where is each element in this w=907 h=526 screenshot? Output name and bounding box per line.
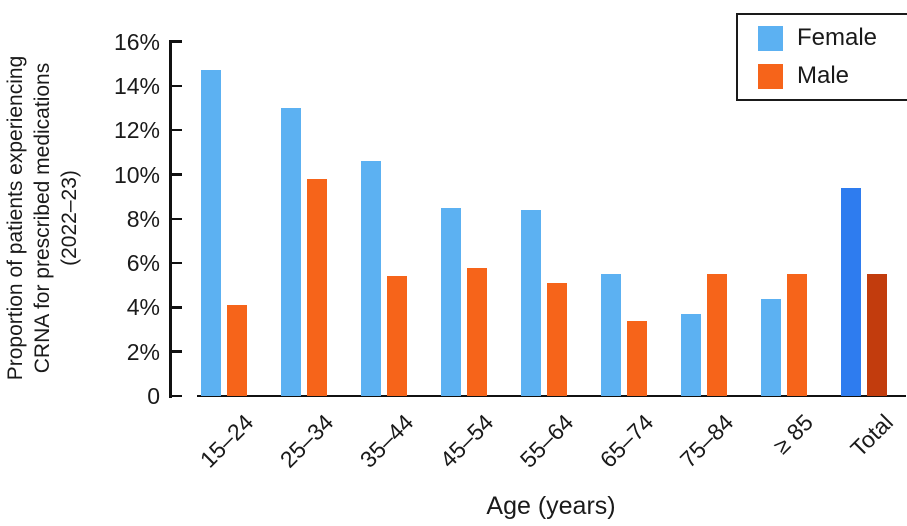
legend-item-female: Female [758,25,907,51]
bar-female-75–84 [681,314,701,396]
bar-male-15–24 [227,305,247,396]
y-tick-label-2: 2% [126,338,160,365]
bar-female-≥ 85 [761,298,781,396]
y-tick-mark-4 [171,306,182,309]
bar-male-55–64 [547,283,567,396]
x-tick-label-35–44: 35–44 [354,409,419,473]
y-axis-title-line-2: CRNA for prescribed medications [31,62,54,374]
bar-female-15–24 [201,70,221,396]
x-tick-label-15–24: 15–24 [194,409,259,473]
y-tick-label-4: 4% [126,294,160,321]
bar-male-Total [867,274,887,396]
bar-male-75–84 [707,274,727,396]
bar-male-65–74 [627,320,647,396]
bar-male-25–34 [307,178,327,396]
legend: Female Male [736,13,907,101]
y-tick-label-16: 16% [113,28,160,55]
female-legend-swatch [758,25,783,51]
x-tick-label-≥ 85: ≥ 85 [768,409,819,459]
bar-female-25–34 [281,108,301,396]
x-tick-label-55–64: 55–64 [514,409,579,473]
y-tick-mark-6 [171,261,182,265]
y-tick-mark-16 [171,40,182,43]
y-tick-label-8: 8% [126,205,160,232]
y-axis-title-line-3: (2022–23) [58,170,81,266]
y-tick-mark-8 [171,217,182,221]
y-tick-label-14: 14% [113,72,160,99]
male-legend-label: Male [797,62,850,89]
bar-male-45–54 [467,267,487,396]
y-axis-title: Proportion of patients experiencing CRNA… [2,0,86,448]
y-tick-label-6: 6% [126,250,160,277]
y-tick-mark-14 [171,84,182,88]
x-tick-label-Total: Total [845,409,899,462]
y-axis-title-line-1: Proportion of patients experiencing [4,55,27,381]
bar-female-65–74 [601,274,621,396]
bar-male-35–44 [387,276,407,396]
bar-female-Total [841,187,861,396]
x-tick-label-65–74: 65–74 [594,409,659,473]
y-tick-mark-12 [171,128,182,132]
legend-item-male: Male [758,63,907,89]
y-tick-mark-10 [171,173,182,176]
x-axis-title: Age (years) [486,492,616,520]
y-axis-spine [169,40,172,398]
bar-female-35–44 [361,161,381,396]
x-tick-label-45–54: 45–54 [434,409,499,473]
y-tick-mark-2 [171,350,182,353]
female-legend-label: Female [797,24,878,51]
y-tick-label-10: 10% [113,161,160,188]
y-tick-label-0: 0 [147,383,160,409]
male-legend-swatch [758,63,783,89]
bar-female-45–54 [441,207,461,396]
y-tick-mark-0 [171,394,182,398]
y-tick-label-12: 12% [113,117,160,144]
x-tick-label-25–34: 25–34 [274,409,339,473]
bar-male-≥ 85 [787,274,807,396]
bar-female-55–64 [521,209,541,396]
x-tick-label-75–84: 75–84 [674,409,739,473]
